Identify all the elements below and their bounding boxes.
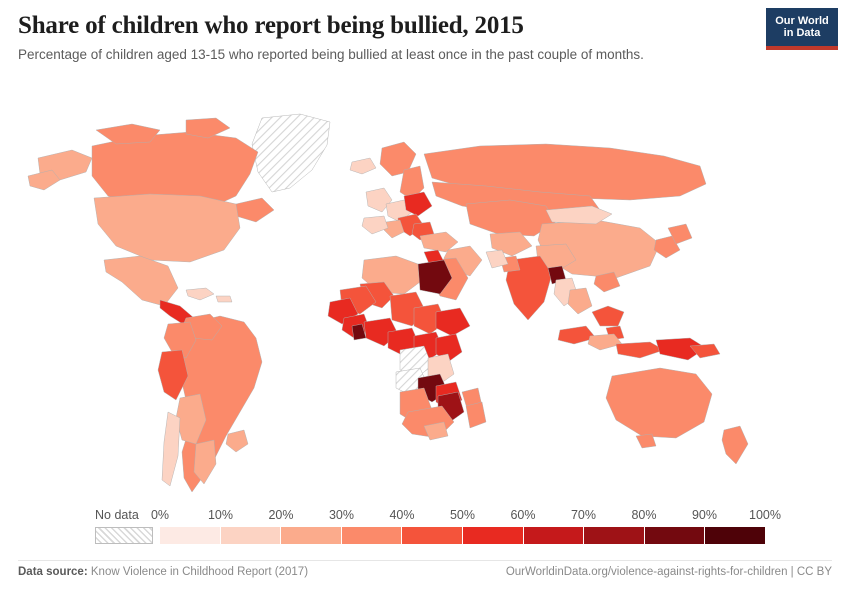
country-afghanistan[interactable] bbox=[486, 250, 508, 268]
country-lesotho-swaziland[interactable] bbox=[424, 422, 448, 440]
legend-tick-6: 60% bbox=[510, 508, 536, 522]
page-title: Share of children who report being bulli… bbox=[18, 12, 524, 39]
country-chile[interactable] bbox=[162, 412, 180, 486]
data-source-value: Know Violence in Childhood Report (2017) bbox=[90, 566, 309, 578]
legend-bin-5[interactable] bbox=[462, 527, 524, 544]
country-ethiopia[interactable] bbox=[436, 308, 470, 336]
legend-bin-9[interactable] bbox=[705, 527, 765, 544]
owid-logo[interactable]: Our World in Data bbox=[766, 8, 838, 50]
country-colombia[interactable] bbox=[164, 322, 196, 358]
country-canada-north[interactable] bbox=[96, 124, 160, 144]
country-iceland[interactable] bbox=[350, 158, 376, 174]
legend-tick-10: 100% bbox=[749, 508, 781, 522]
country-mongolia[interactable] bbox=[546, 206, 612, 224]
legend-bin-6[interactable] bbox=[523, 527, 585, 544]
country-india[interactable] bbox=[506, 256, 552, 320]
logo-line-1: Our World bbox=[775, 14, 829, 27]
legend-bin-4[interactable] bbox=[402, 527, 463, 544]
country-new-zealand[interactable] bbox=[722, 426, 748, 464]
legend-tick-8: 80% bbox=[631, 508, 657, 522]
country-united-states[interactable] bbox=[94, 194, 240, 262]
country-indonesia-east[interactable] bbox=[616, 342, 664, 358]
country-philippines[interactable] bbox=[592, 306, 624, 326]
legend-bin-3[interactable] bbox=[341, 527, 403, 544]
country-korea-japan[interactable] bbox=[654, 236, 680, 258]
country-iberia[interactable] bbox=[362, 216, 388, 234]
country-uruguay[interactable] bbox=[226, 430, 248, 452]
country-canada-arctic[interactable] bbox=[186, 118, 230, 138]
data-source: Data source: Know Violence in Childhood … bbox=[18, 566, 308, 578]
source-url[interactable]: OurWorldinData.org/violence-against-righ… bbox=[505, 566, 832, 578]
country-alaska-islands[interactable] bbox=[28, 170, 60, 190]
legend-bin-0[interactable] bbox=[160, 527, 221, 544]
legend-tick-5: 50% bbox=[449, 508, 476, 522]
country-borneo[interactable] bbox=[588, 334, 622, 350]
legend-color-bar[interactable] bbox=[160, 527, 765, 544]
footer-divider bbox=[18, 560, 832, 561]
country-egypt[interactable] bbox=[418, 260, 452, 294]
country-australia[interactable] bbox=[606, 368, 712, 438]
country-canada-labrador[interactable] bbox=[236, 198, 274, 222]
country-madagascar-s[interactable] bbox=[466, 402, 486, 428]
legend-bin-7[interactable] bbox=[584, 527, 645, 544]
country-italy[interactable] bbox=[384, 220, 404, 238]
map-legend: No data 0% 10% 20% 30% 40% 50% 60% 70% 80% 90% 100… bbox=[0, 508, 850, 556]
country-mexico[interactable] bbox=[104, 256, 178, 306]
legend-tick-7: 70% bbox=[570, 508, 597, 522]
legend-bin-2[interactable] bbox=[281, 527, 342, 544]
no-data-label: No data bbox=[95, 508, 139, 522]
country-greenland[interactable] bbox=[252, 114, 330, 192]
country-cuba[interactable] bbox=[186, 288, 214, 300]
country-sumatra[interactable] bbox=[558, 326, 596, 344]
legend-tick-1: 10% bbox=[207, 508, 234, 522]
legend-tick-0: 0% bbox=[150, 508, 170, 522]
country-japan-north[interactable] bbox=[668, 224, 692, 244]
legend-bin-8[interactable] bbox=[644, 527, 706, 544]
legend-tick-labels: 0% 10% 20% 30% 40% 50% 60% 70% 80% 90% 100% bbox=[151, 508, 781, 524]
chart-header: Share of children who report being bulli… bbox=[18, 12, 832, 62]
data-source-label: Data source: bbox=[18, 566, 88, 578]
legend-bin-1[interactable] bbox=[220, 527, 282, 544]
country-hispaniola[interactable] bbox=[216, 296, 232, 302]
legend-tick-9: 90% bbox=[691, 508, 718, 522]
legend-tick-2: 20% bbox=[268, 508, 294, 522]
chart-footer: Data source: Know Violence in Childhood … bbox=[0, 566, 850, 590]
country-png-east[interactable] bbox=[690, 344, 720, 358]
country-tasmania[interactable] bbox=[636, 434, 656, 448]
country-china-south[interactable] bbox=[594, 272, 620, 292]
country-thailand-vietnam[interactable] bbox=[568, 288, 592, 314]
world-map[interactable] bbox=[0, 100, 850, 500]
legend-tick-4: 40% bbox=[389, 508, 415, 522]
world-map-svg[interactable] bbox=[0, 100, 850, 500]
country-peru[interactable] bbox=[158, 350, 188, 400]
logo-line-2: in Data bbox=[783, 27, 821, 39]
legend-tick-3: 30% bbox=[328, 508, 355, 522]
page-subtitle: Percentage of children aged 13-15 who re… bbox=[18, 46, 644, 62]
country-argentina-south[interactable] bbox=[194, 440, 216, 484]
country-poland[interactable] bbox=[404, 192, 432, 216]
country-turkey[interactable] bbox=[420, 232, 458, 252]
no-data-swatch[interactable] bbox=[95, 527, 153, 544]
